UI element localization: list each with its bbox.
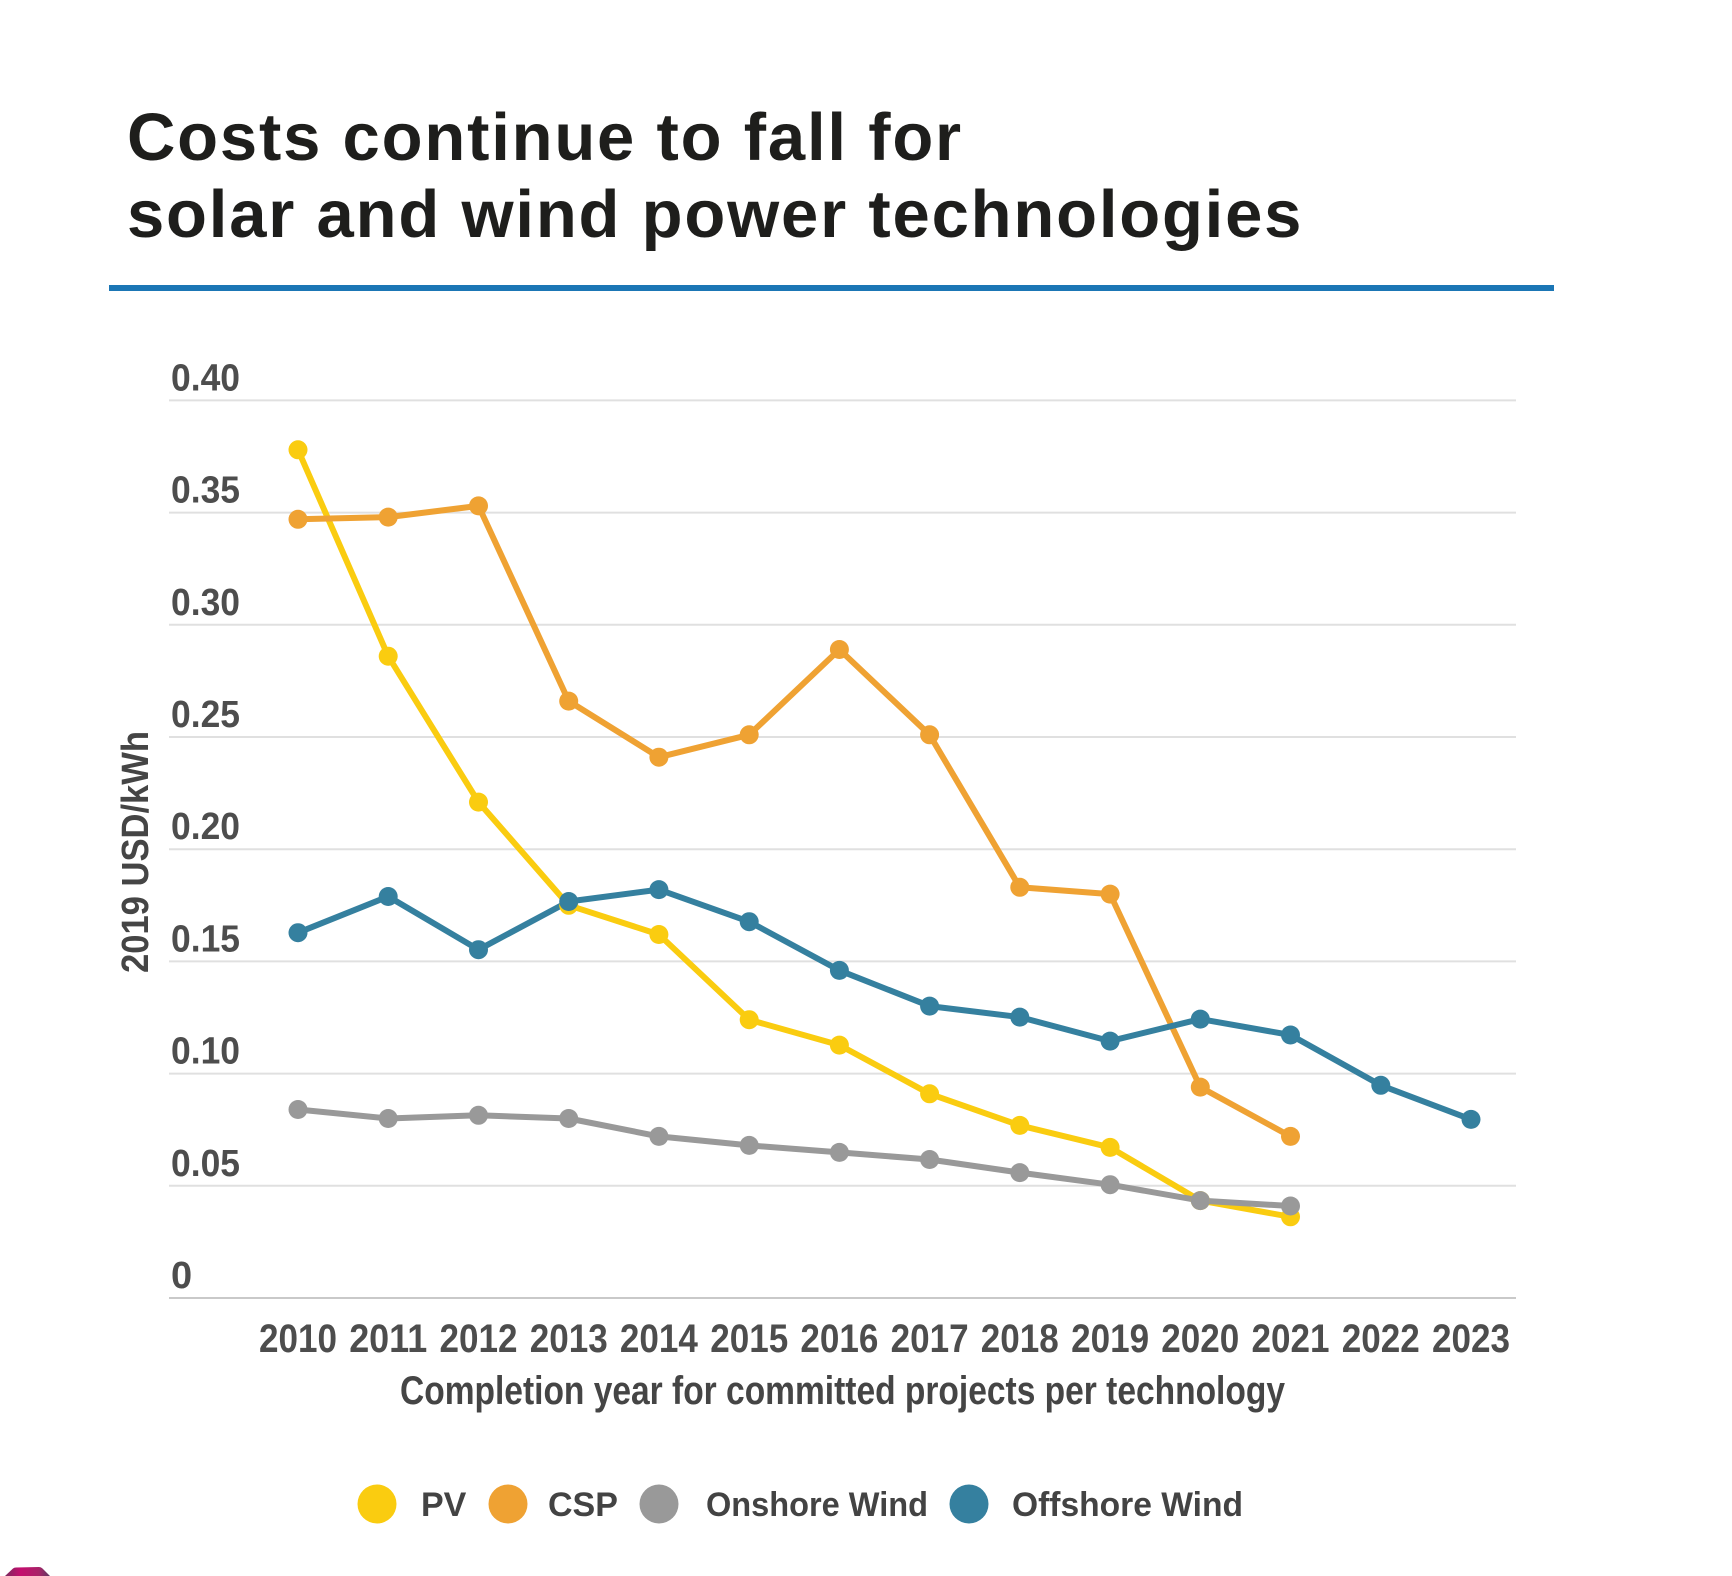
svg-text:2021: 2021 [1252, 1317, 1330, 1361]
svg-text:0.35: 0.35 [171, 470, 240, 512]
svg-text:2022: 2022 [1342, 1317, 1420, 1361]
svg-text:0: 0 [171, 1255, 192, 1297]
svg-text:PV: PV [421, 1486, 467, 1524]
svg-text:2014: 2014 [620, 1317, 699, 1361]
svg-text:2023: 2023 [1432, 1317, 1510, 1361]
svg-text:Onshore Wind: Onshore Wind [706, 1486, 928, 1524]
svg-text:2013: 2013 [530, 1317, 608, 1361]
svg-text:0.30: 0.30 [171, 582, 240, 624]
svg-text:CSP: CSP [548, 1486, 618, 1524]
svg-text:2019: 2019 [1071, 1317, 1149, 1361]
svg-text:2019 USD/kWh: 2019 USD/kWh [115, 731, 157, 973]
svg-text:0.25: 0.25 [171, 694, 240, 736]
svg-text:Completion year for committed: Completion year for committed projects p… [400, 1369, 1286, 1413]
svg-text:2015: 2015 [710, 1317, 788, 1361]
svg-text:0.10: 0.10 [171, 1031, 240, 1073]
svg-text:2017: 2017 [891, 1317, 969, 1361]
svg-text:2020: 2020 [1161, 1317, 1239, 1361]
svg-text:2012: 2012 [440, 1317, 518, 1361]
svg-text:2016: 2016 [800, 1317, 878, 1361]
svg-text:0.40: 0.40 [171, 357, 240, 399]
svg-text:0.15: 0.15 [171, 918, 240, 960]
svg-text:2018: 2018 [981, 1317, 1059, 1361]
svg-text:2011: 2011 [349, 1317, 427, 1361]
svg-text:0.20: 0.20 [171, 806, 240, 848]
svg-text:0.05: 0.05 [171, 1143, 240, 1185]
svg-text:2010: 2010 [259, 1317, 337, 1361]
svg-text:Offshore Wind: Offshore Wind [1012, 1486, 1243, 1524]
